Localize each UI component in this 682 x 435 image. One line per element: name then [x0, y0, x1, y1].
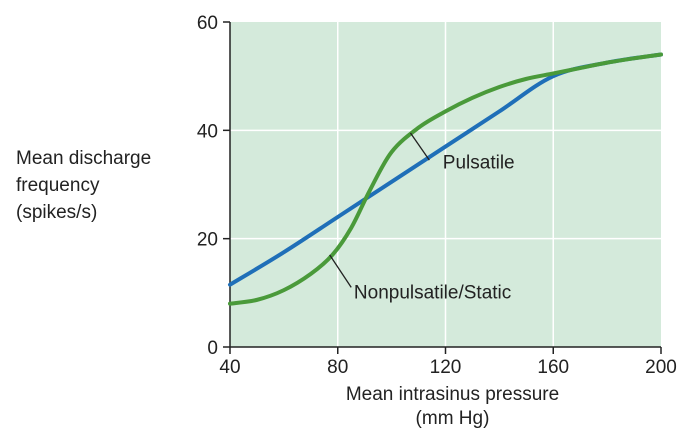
- nonpulsatile-static-annotation: Nonpulsatile/Static: [354, 282, 511, 303]
- y-axis-label: (spikes/s): [16, 202, 97, 223]
- x-tick-label: 40: [219, 357, 240, 378]
- y-tick-label: 40: [197, 121, 218, 142]
- series-lines: [228, 52, 663, 306]
- y-tick-label: 20: [197, 230, 218, 251]
- annotations: Pulsatile Nonpulsatile/Static: [329, 132, 515, 303]
- x-axis-label: Mean intrasinus pressure: [346, 384, 559, 405]
- x-axis-label: (mm Hg): [416, 408, 490, 429]
- x-tick-label: 160: [537, 357, 569, 378]
- y-axis-label: Mean discharge: [16, 148, 151, 169]
- x-tick-label: 200: [645, 357, 677, 378]
- axis-labels: Mean intrasinus pressure (mm Hg) Mean disc…: [16, 148, 559, 429]
- nonpulsatile-static-leader-line: [329, 254, 352, 288]
- tick-labels: 40 80 120 160 200 0 20 40 60: [197, 13, 677, 378]
- x-tick-label: 120: [430, 357, 462, 378]
- pulsatile-leader-line: [409, 132, 430, 161]
- nonpulsatile-static-line: [228, 52, 663, 306]
- y-tick-label: 60: [197, 13, 218, 34]
- axes: [223, 21, 662, 354]
- y-axis-label: frequency: [16, 175, 100, 196]
- y-tick-label: 0: [207, 338, 218, 359]
- x-tick-label: 80: [327, 357, 348, 378]
- pulsatile-annotation: Pulsatile: [443, 152, 515, 173]
